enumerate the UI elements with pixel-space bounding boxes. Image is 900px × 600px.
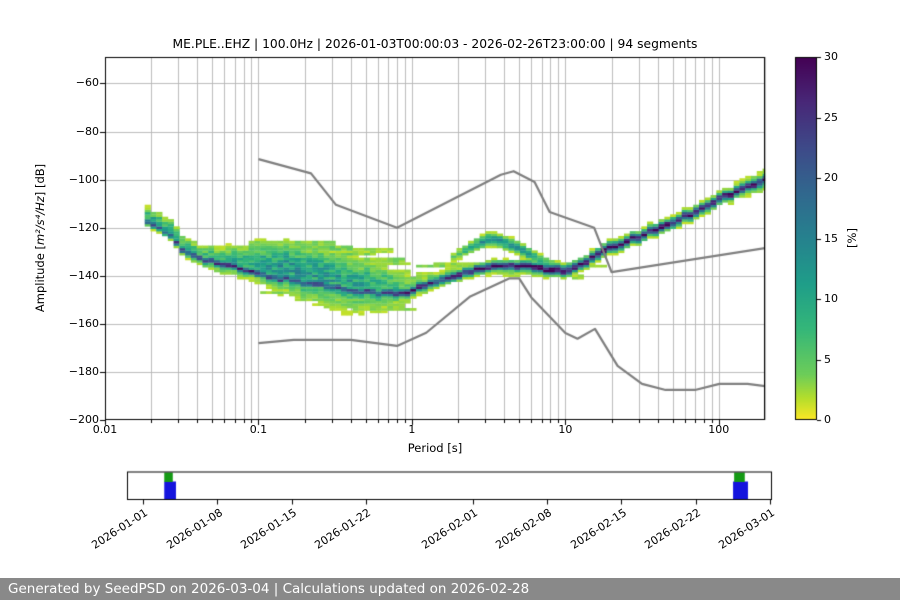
y-axis-label-math: m²/s⁴/Hz [33,196,47,246]
colorbar-tick-label: 5 [824,352,831,366]
colorbar-tick-label: 0 [824,413,831,426]
y-tick-label: −120 [68,220,99,234]
y-tick-label: −100 [68,172,99,186]
colorbar-tick-label: 20 [824,171,838,184]
x-tick-label: 100 [708,423,730,436]
colorbar-tick-label: 25 [824,110,838,124]
footer-bar: Generated by SeedPSD on 2026-03-04 | Cal… [0,578,900,600]
plot-title: ME.PLE..EHZ | 100.0Hz | 2026-01-03T00:00… [172,37,698,51]
x-tick-label: 10 [558,423,573,436]
y-axis-label: Amplitude [m²/s⁴/Hz] [dB] [33,163,47,313]
x-tick-label: 1 [408,423,416,436]
y-tick-label: −80 [75,124,99,138]
colorbar-tick-label: 10 [824,292,838,305]
colorbar-tick-label: 15 [824,231,838,245]
y-tick-label: −180 [68,364,99,378]
colorbar-label: [%] [845,228,859,248]
y-tick-label: −160 [68,316,99,330]
x-axis-label: Period [s] [407,441,463,455]
footer-text: Generated by SeedPSD on 2026-03-04 | Cal… [8,581,530,597]
y-tick-label: −60 [75,76,99,90]
x-tick-label: 0.1 [249,423,268,436]
y-tick-label: −200 [68,413,99,426]
x-tick-label: 0.01 [92,423,118,436]
y-tick-label: −140 [68,268,99,282]
colorbar-tick-label: 30 [824,50,838,63]
